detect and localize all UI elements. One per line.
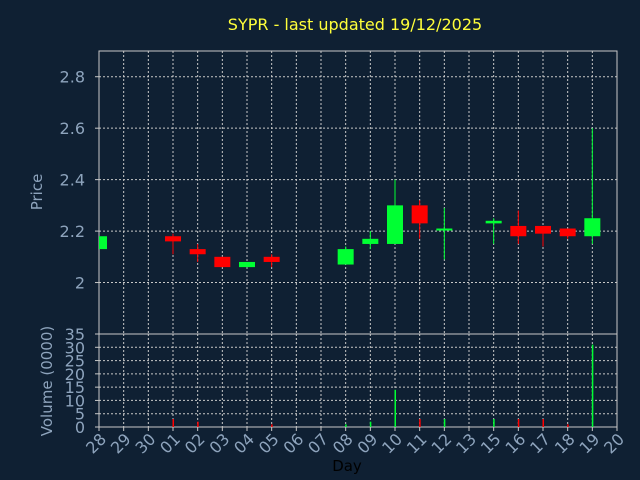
candle-body [411,205,428,224]
x-axis-label: Day [332,457,362,475]
candle-body [510,225,527,237]
volume-bar [542,419,544,427]
candle-body [584,218,601,237]
volume-bar [197,421,199,427]
volume-y-tick-label: 30 [65,338,85,357]
price-panel: 2 2.2 2.4 2.6 2.8 [60,50,618,335]
volume-y-tick-label: 5 [75,405,85,424]
volume-y-tick-label: 25 [65,352,85,371]
volume-panel-frame [98,333,618,428]
volume-axis-label: Volume (0000) [38,326,56,436]
volume-bar [443,419,446,427]
volume-y-tick-label: 35 [65,325,85,344]
volume-bar [591,344,594,427]
volume-y-tick-label: 15 [65,378,85,397]
candles [99,128,601,268]
volume-y-tick-label: 20 [65,365,85,384]
volume-bar [567,424,569,427]
chart-title: SYPR - last updated 19/12/2025 [228,15,482,34]
price-y-tick-label: 2 [75,274,85,293]
volume-bar [419,419,421,427]
price-panel-frame [98,50,618,335]
price-y-tick-label: 2.8 [60,68,85,87]
volume-y-tick-label: 0 [75,418,85,437]
candle-body [239,261,255,268]
candle-body [485,220,502,224]
candle-body [535,225,551,234]
candle-body [189,249,206,255]
volume-bar [517,419,520,427]
volume-bar [394,389,396,427]
candle-body [99,236,107,250]
price-y-tick-label: 2.2 [60,222,85,241]
candle-body [165,236,181,242]
candle-body [387,205,403,244]
volume-bar [172,419,174,427]
candle-body [362,238,379,244]
volume-bar [369,421,372,427]
candle-body [263,256,280,262]
price-y-tick-label: 2.6 [60,119,85,138]
volume-y-tick-label: 10 [65,391,85,410]
candle-body [214,256,231,268]
volume-bar [345,424,347,427]
candle-body [559,228,576,237]
price-y-tick-label: 2.4 [60,171,85,190]
volume-bar [271,424,273,427]
price-axis-label: Price [28,174,46,211]
candle-body [337,249,354,265]
candle-body [436,228,453,231]
volume-bar [493,419,495,427]
